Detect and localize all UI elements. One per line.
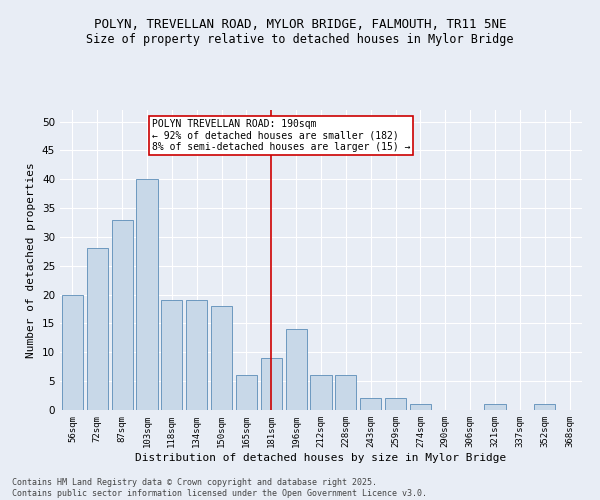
- Bar: [62, 294, 83, 410]
- Bar: [161, 300, 182, 410]
- Bar: [534, 404, 555, 410]
- Bar: [136, 179, 158, 410]
- Bar: [310, 376, 332, 410]
- Bar: [236, 376, 257, 410]
- Bar: [484, 404, 506, 410]
- Bar: [186, 300, 207, 410]
- Bar: [410, 404, 431, 410]
- Text: POLYN TREVELLAN ROAD: 190sqm
← 92% of detached houses are smaller (182)
8% of se: POLYN TREVELLAN ROAD: 190sqm ← 92% of de…: [152, 118, 410, 152]
- Bar: [335, 376, 356, 410]
- Bar: [87, 248, 108, 410]
- Y-axis label: Number of detached properties: Number of detached properties: [26, 162, 37, 358]
- Text: Contains HM Land Registry data © Crown copyright and database right 2025.
Contai: Contains HM Land Registry data © Crown c…: [12, 478, 427, 498]
- Bar: [211, 306, 232, 410]
- Text: Size of property relative to detached houses in Mylor Bridge: Size of property relative to detached ho…: [86, 32, 514, 46]
- X-axis label: Distribution of detached houses by size in Mylor Bridge: Distribution of detached houses by size …: [136, 452, 506, 462]
- Bar: [286, 329, 307, 410]
- Bar: [385, 398, 406, 410]
- Text: POLYN, TREVELLAN ROAD, MYLOR BRIDGE, FALMOUTH, TR11 5NE: POLYN, TREVELLAN ROAD, MYLOR BRIDGE, FAL…: [94, 18, 506, 30]
- Bar: [261, 358, 282, 410]
- Bar: [360, 398, 381, 410]
- Bar: [112, 220, 133, 410]
